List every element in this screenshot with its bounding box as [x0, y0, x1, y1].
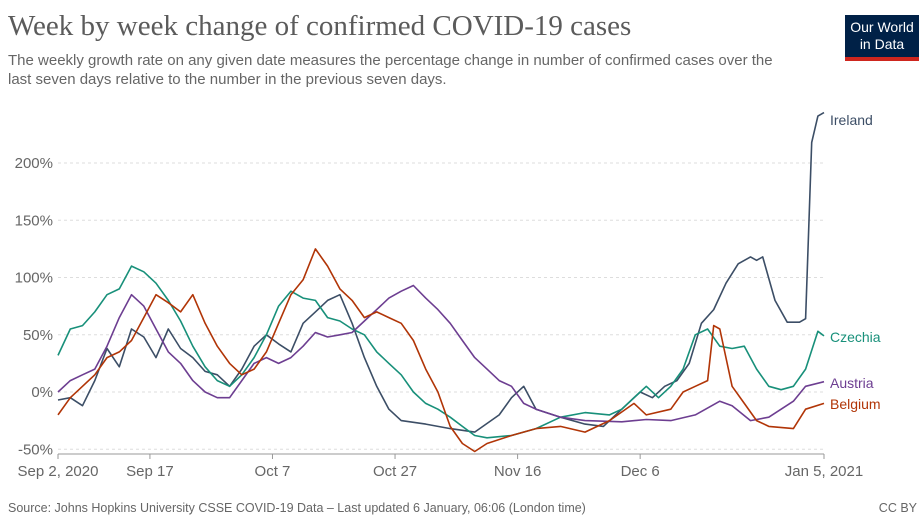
x-tick-label: Sep 17 — [126, 463, 174, 480]
y-tick-label: 50% — [23, 327, 53, 344]
x-axis: Sep 2, 2020 Sep 17 Oct 7 Oct 27 Nov 16 Dec 6 J… — [18, 453, 863, 480]
license-link[interactable]: CC BY — [878, 501, 917, 515]
x-tick-label: Jan 5, 2021 — [785, 463, 863, 480]
logo-line1: Our World — [850, 19, 914, 35]
y-tick-label: 100% — [15, 270, 53, 287]
source-note[interactable]: Source: Johns Hopkins University CSSE CO… — [8, 501, 586, 515]
owid-logo[interactable]: Our World in Data — [845, 15, 919, 61]
series-lines — [57, 111, 825, 453]
logo-accent-bar — [845, 57, 919, 61]
y-tick-label: 0% — [31, 384, 53, 401]
series-label-austria[interactable]: Austria — [830, 375, 874, 391]
chart-subtitle: The weekly growth rate on any given date… — [8, 52, 773, 88]
series-label-belgium[interactable]: Belgium — [830, 396, 881, 412]
series-line-ireland[interactable] — [57, 111, 825, 433]
logo-line2: in Data — [859, 36, 905, 52]
series-label-czechia[interactable]: Czechia — [830, 329, 881, 345]
series-line-czechia[interactable] — [57, 265, 825, 439]
series-labels: Ireland Czechia Austria Belgium — [830, 112, 881, 412]
x-tick-label: Dec 6 — [621, 463, 660, 480]
chart-title: Week by week change of confirmed COVID-1… — [8, 10, 632, 42]
y-tick-label: -50% — [18, 441, 53, 458]
y-axis-ticks: -50% 0% 50% 100% 150% 200% — [15, 155, 53, 458]
y-tick-label: 200% — [15, 155, 53, 172]
x-tick-label: Nov 16 — [494, 463, 542, 480]
series-line-belgium[interactable] — [57, 248, 825, 453]
series-line-austria[interactable] — [57, 284, 825, 423]
y-tick-label: 150% — [15, 212, 53, 229]
x-tick-label: Oct 7 — [255, 463, 291, 480]
series-label-ireland[interactable]: Ireland — [830, 112, 873, 128]
x-tick-label: Sep 2, 2020 — [18, 463, 99, 480]
x-tick-label: Oct 27 — [373, 463, 417, 480]
